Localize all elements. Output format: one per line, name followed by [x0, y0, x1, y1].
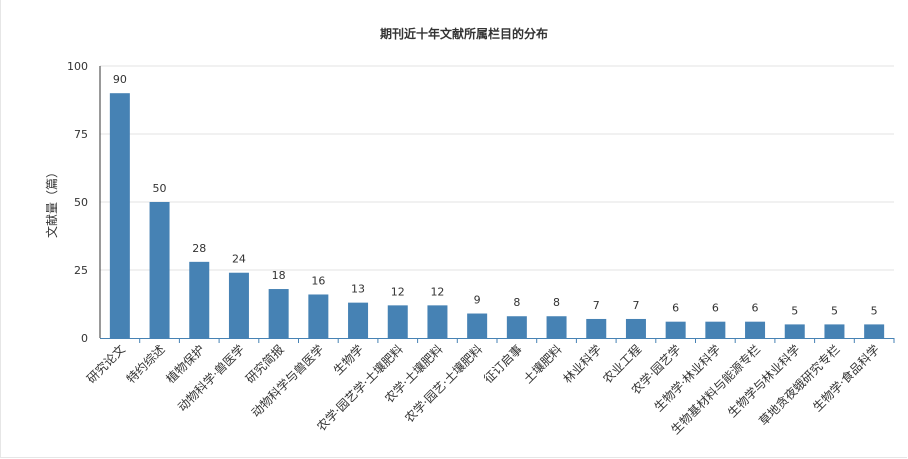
bar[interactable] [546, 316, 567, 338]
y-tick-label: 0 [81, 332, 88, 345]
x-tick-label: 动物科学与兽医学 [248, 342, 326, 420]
data-label: 8 [513, 296, 520, 309]
grid-lines [100, 65, 894, 271]
data-label: 12 [430, 285, 444, 298]
bar[interactable] [268, 289, 289, 338]
y-tick-label: 75 [74, 128, 88, 141]
y-tick-label: 25 [74, 264, 88, 277]
x-tick-label: 土壤肥料 [520, 342, 565, 387]
bar[interactable] [348, 302, 369, 338]
labels: 025507510090研究论文50特约综述28植物保护24动物科学·兽医学18… [67, 60, 882, 437]
x-tick-label: 特约综述 [123, 342, 168, 387]
data-label: 13 [351, 283, 365, 296]
x-tick-label: 生物学与林业科学 [724, 342, 802, 420]
data-label: 24 [232, 253, 246, 266]
x-tick-label: 生物学 [330, 342, 366, 378]
data-label: 28 [192, 242, 206, 255]
bar[interactable] [149, 202, 170, 338]
bar[interactable] [189, 261, 210, 338]
data-label: 12 [391, 285, 405, 298]
y-tick-label: 100 [67, 60, 88, 73]
data-label: 18 [272, 269, 286, 282]
bar[interactable] [745, 321, 766, 338]
x-tick-label: 生物学·食品科学 [810, 342, 883, 415]
bar[interactable] [228, 272, 249, 338]
data-label: 5 [791, 304, 798, 317]
x-tick-label: 生物学·林业科学 [651, 342, 724, 415]
data-label: 8 [553, 296, 560, 309]
x-tick-label: 林业科学 [560, 342, 605, 387]
data-label: 90 [113, 73, 127, 86]
bar[interactable] [506, 316, 527, 338]
bar[interactable] [705, 321, 726, 338]
y-axis-title: 文献量（篇） [44, 166, 59, 238]
bar[interactable] [427, 305, 448, 338]
bar[interactable] [784, 324, 805, 338]
x-tick-label: 征订启事 [481, 342, 525, 386]
data-label: 9 [474, 294, 481, 307]
bar[interactable] [824, 324, 845, 338]
bar[interactable] [387, 305, 408, 338]
bar[interactable] [586, 318, 607, 338]
bar[interactable] [625, 318, 646, 338]
data-label: 16 [311, 274, 325, 287]
x-tick-label: 研究论文 [83, 342, 128, 387]
bar[interactable] [109, 93, 130, 338]
chart-title: 期刊近十年文献所属栏目的分布 [380, 26, 548, 41]
data-label: 5 [831, 304, 838, 317]
bar[interactable] [308, 294, 329, 338]
bar[interactable] [665, 321, 686, 338]
y-tick-label: 50 [74, 196, 88, 209]
axes [99, 66, 895, 343]
data-label: 6 [712, 302, 719, 315]
bar[interactable] [467, 313, 488, 338]
data-label: 6 [672, 302, 679, 315]
bar[interactable] [864, 324, 885, 338]
data-label: 6 [752, 302, 759, 315]
data-label: 5 [871, 304, 878, 317]
data-label: 7 [632, 299, 639, 312]
data-label: 7 [593, 299, 600, 312]
bars [109, 93, 885, 338]
x-tick-label: 动物科学·兽医学 [174, 342, 247, 415]
data-label: 50 [153, 182, 167, 195]
